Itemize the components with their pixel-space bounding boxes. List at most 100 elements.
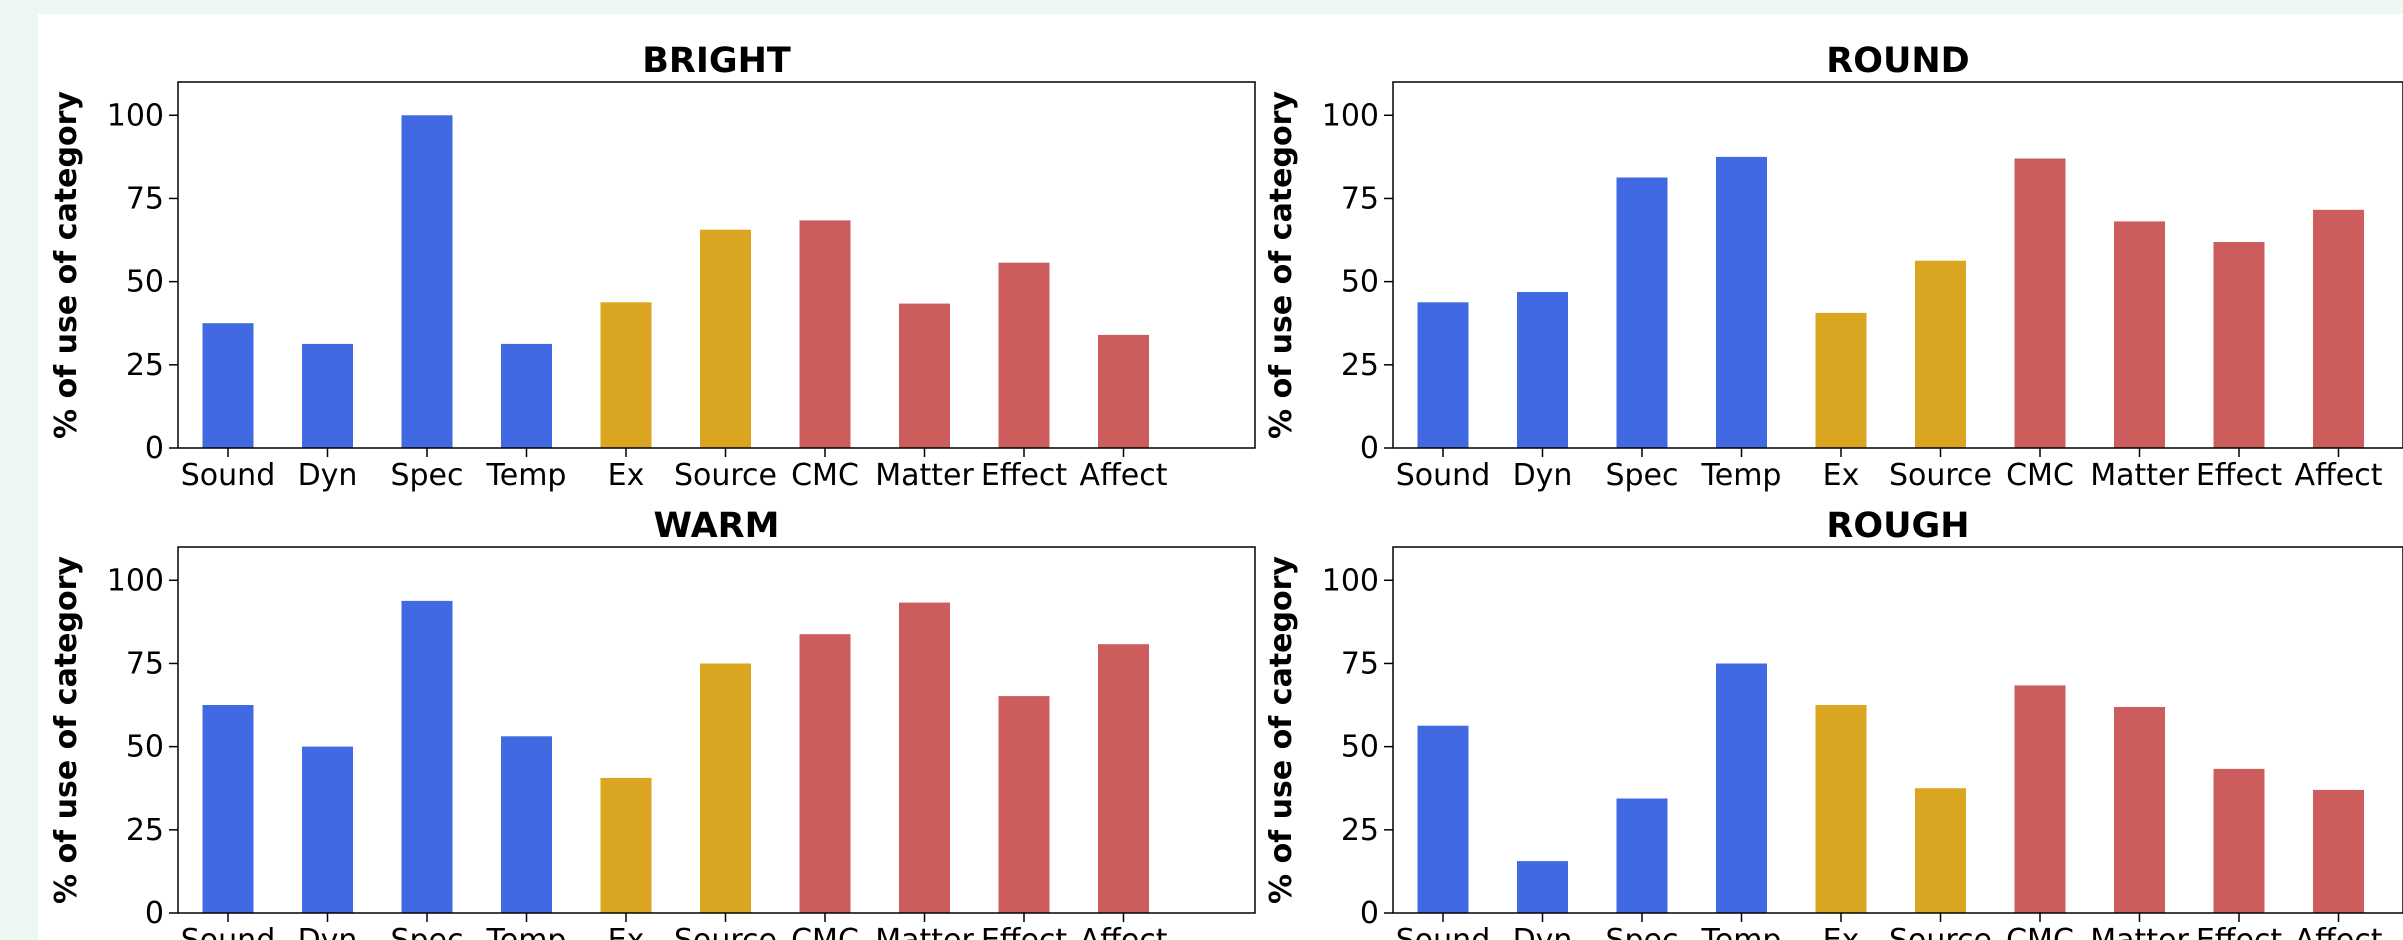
y-tick-label: 25 bbox=[126, 348, 164, 383]
bar-affect bbox=[1098, 334, 1149, 448]
bar-dyn bbox=[1517, 861, 1568, 913]
x-tick-label-sound: Sound bbox=[181, 923, 275, 940]
bar-effect bbox=[998, 262, 1050, 448]
y-tick-label: 0 bbox=[1360, 431, 1379, 466]
x-tick-label-affect: Affect bbox=[1080, 923, 1168, 940]
x-tick-label-matter: Matter bbox=[2090, 923, 2189, 940]
x-tick-label-affect: Affect bbox=[2295, 923, 2383, 940]
bar-cmc bbox=[799, 634, 851, 913]
y-tick-label: 25 bbox=[126, 813, 164, 848]
x-tick-label-dyn: Dyn bbox=[298, 458, 358, 493]
chart-panel-round: 0 25 50 75 100 Sound Dyn Spec Temp Ex Source CMC Mat… bbox=[1264, 41, 2403, 493]
x-tick-label-effect: Effect bbox=[981, 923, 1068, 940]
x-tick-label-effect: Effect bbox=[2196, 458, 2283, 493]
bar-matter bbox=[2114, 707, 2165, 913]
bar-ex bbox=[1815, 705, 1867, 913]
bar-source bbox=[700, 663, 751, 913]
x-tick-label-dyn: Dyn bbox=[1513, 458, 1573, 493]
chart-panel-bright: 0 25 50 75 100 Sound Dyn Spec Temp Ex Source CMC Mat… bbox=[49, 41, 1256, 493]
bar-spec bbox=[401, 115, 453, 449]
bar-sound bbox=[1417, 725, 1469, 913]
y-tick-label: 25 bbox=[1341, 348, 1379, 383]
x-tick-label-spec: Spec bbox=[1605, 923, 1678, 940]
x-tick-label-dyn: Dyn bbox=[298, 923, 358, 940]
bar-affect bbox=[2313, 209, 2364, 448]
bar-matter bbox=[899, 602, 950, 913]
plot-frame bbox=[177, 546, 1256, 914]
chart-title: ROUND bbox=[1826, 41, 1969, 81]
y-axis-label: % of use of category bbox=[1264, 556, 1299, 904]
bar-source bbox=[700, 229, 751, 448]
plot-frame bbox=[1392, 81, 2403, 449]
y-tick-label: 0 bbox=[1360, 896, 1379, 931]
bar-effect bbox=[2213, 242, 2265, 448]
bar-ex bbox=[600, 777, 652, 913]
bar-effect bbox=[998, 696, 1050, 913]
y-tick-label: 50 bbox=[1341, 265, 1379, 300]
x-tick-label-ex: Ex bbox=[1823, 458, 1860, 493]
y-axis-label: % of use of category bbox=[1264, 91, 1299, 439]
x-tick-label-ex: Ex bbox=[1823, 923, 1860, 940]
x-tick-label-temp: Temp bbox=[486, 923, 567, 940]
y-tick-label: 50 bbox=[1341, 730, 1379, 765]
x-tick-label-temp: Temp bbox=[486, 458, 567, 493]
y-tick-label: 0 bbox=[145, 431, 164, 466]
x-tick-label-dyn: Dyn bbox=[1513, 923, 1573, 940]
y-tick-label: 100 bbox=[1322, 563, 1379, 598]
bar-spec bbox=[1616, 177, 1668, 448]
x-tick-label-source: Source bbox=[674, 458, 777, 493]
bar-source bbox=[1915, 788, 1966, 913]
figure-canvas: 0 25 50 75 100 Sound Dyn Spec Temp Ex Source CMC Mat… bbox=[49, 41, 2403, 940]
plot-frame bbox=[1392, 546, 2403, 914]
x-tick-label-ex: Ex bbox=[608, 923, 645, 940]
bar-ex bbox=[600, 302, 652, 448]
bar-cmc bbox=[799, 220, 851, 448]
x-tick-label-spec: Spec bbox=[1605, 458, 1678, 493]
x-tick-label-temp: Temp bbox=[1701, 923, 1782, 940]
x-tick-label-temp: Temp bbox=[1701, 458, 1782, 493]
bar-ex bbox=[1815, 312, 1867, 448]
x-tick-label-cmc: CMC bbox=[791, 458, 859, 493]
x-tick-label-affect: Affect bbox=[2295, 458, 2383, 493]
chart-panel-rough: 0 25 50 75 100 Sound Dyn Spec Temp Ex Source CMC Mat… bbox=[1264, 506, 2403, 940]
bar-affect bbox=[2313, 789, 2364, 913]
bar-dyn bbox=[302, 746, 353, 913]
bar-sound bbox=[202, 705, 254, 913]
y-tick-label: 100 bbox=[1322, 98, 1379, 133]
chart-title: ROUGH bbox=[1826, 506, 1969, 546]
y-tick-label: 75 bbox=[1341, 646, 1379, 681]
x-tick-label-source: Source bbox=[1889, 923, 1992, 940]
bar-temp bbox=[1716, 156, 1767, 448]
bar-source bbox=[1915, 260, 1966, 448]
x-tick-label-cmc: CMC bbox=[791, 923, 859, 940]
bar-dyn bbox=[1517, 292, 1568, 448]
y-tick-label: 75 bbox=[126, 181, 164, 216]
x-tick-label-source: Source bbox=[1889, 458, 1992, 493]
y-tick-label: 25 bbox=[1341, 813, 1379, 848]
bar-matter bbox=[2114, 221, 2165, 448]
bar-effect bbox=[2213, 768, 2265, 913]
x-tick-label-cmc: CMC bbox=[2006, 923, 2074, 940]
y-tick-label: 100 bbox=[107, 98, 164, 133]
x-tick-label-effect: Effect bbox=[981, 458, 1068, 493]
x-tick-label-source: Source bbox=[674, 923, 777, 940]
bar-matter bbox=[899, 303, 950, 448]
x-tick-label-effect: Effect bbox=[2196, 923, 2283, 940]
x-tick-label-spec: Spec bbox=[390, 923, 463, 940]
x-tick-label-cmc: CMC bbox=[2006, 458, 2074, 493]
chart-title: BRIGHT bbox=[642, 41, 791, 81]
bar-temp bbox=[501, 736, 552, 913]
x-tick-label-matter: Matter bbox=[875, 923, 974, 940]
y-tick-label: 75 bbox=[126, 646, 164, 681]
y-tick-label: 75 bbox=[1341, 181, 1379, 216]
figure: 0 25 50 75 100 Sound Dyn Spec Temp Ex Source CMC Mat… bbox=[38, 14, 2403, 940]
chart-panel-warm: 0 25 50 75 100 Sound Dyn Spec Temp Ex Source CMC Mat… bbox=[49, 506, 1256, 940]
chart-title: WARM bbox=[654, 506, 780, 546]
y-tick-label: 100 bbox=[107, 563, 164, 598]
x-tick-label-sound: Sound bbox=[1396, 458, 1490, 493]
bar-spec bbox=[401, 600, 453, 913]
y-tick-label: 0 bbox=[145, 896, 164, 931]
y-tick-label: 50 bbox=[126, 265, 164, 300]
y-axis-label: % of use of category bbox=[49, 556, 84, 904]
bar-cmc bbox=[2014, 685, 2066, 913]
